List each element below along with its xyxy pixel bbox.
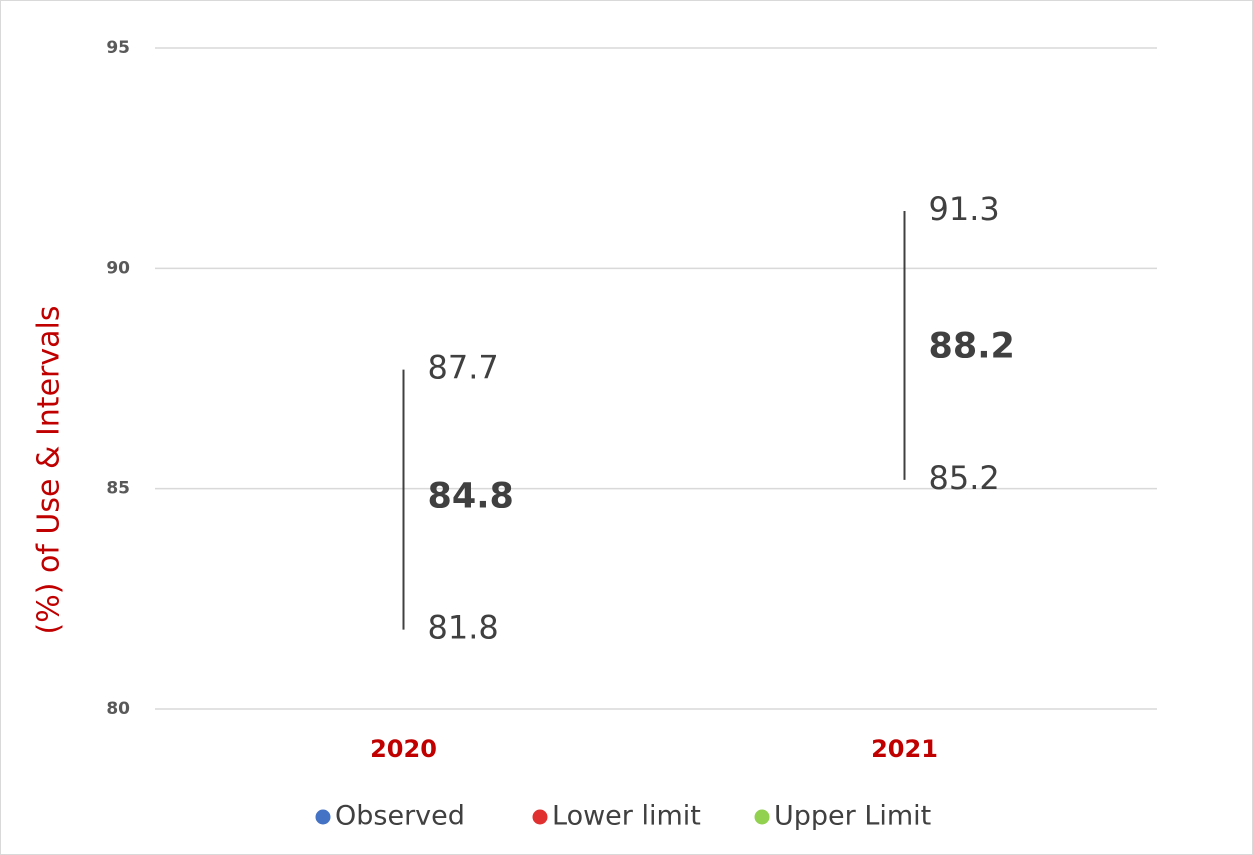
legend-marker <box>314 808 332 826</box>
y-tick-label: 80 <box>106 699 130 719</box>
x-tick-label: 2021 <box>871 735 938 763</box>
y-tick-label: 95 <box>106 38 130 58</box>
legend-marker <box>531 808 549 826</box>
legend-label: Upper Limit <box>774 801 931 832</box>
y-tick-label: 85 <box>106 479 130 499</box>
upper-label: 91.3 <box>929 190 1000 228</box>
y-axis-title: (%) of Use & Intervals <box>32 306 67 635</box>
legend-label: Lower limit <box>552 801 701 832</box>
x-tick-label: 2020 <box>370 735 437 763</box>
legend-marker <box>753 808 771 826</box>
observed-label: 88.2 <box>929 327 1015 367</box>
upper-label: 87.7 <box>428 349 499 387</box>
observed-label: 84.8 <box>428 476 514 516</box>
legend-label: Observed <box>335 801 465 832</box>
lower-label: 85.2 <box>929 459 1000 497</box>
y-tick-label: 90 <box>106 258 130 278</box>
lower-label: 81.8 <box>428 609 499 647</box>
